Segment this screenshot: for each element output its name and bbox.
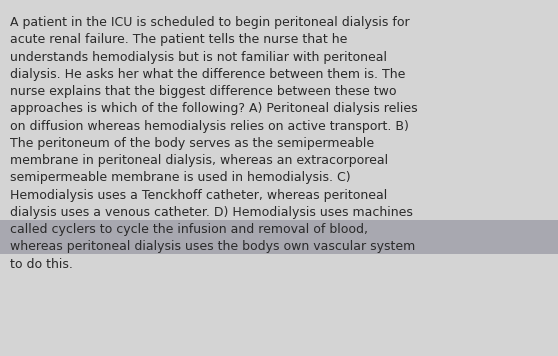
Text: nurse explains that the biggest difference between these two: nurse explains that the biggest differen…: [10, 85, 397, 98]
Text: dialysis uses a venous catheter. D) Hemodialysis uses machines: dialysis uses a venous catheter. D) Hemo…: [10, 206, 413, 219]
Text: to do this.: to do this.: [10, 257, 73, 271]
Text: understands hemodialysis but is not familiar with peritoneal: understands hemodialysis but is not fami…: [10, 51, 387, 63]
Bar: [0, 220, 558, 255]
Text: The peritoneum of the body serves as the semipermeable: The peritoneum of the body serves as the…: [10, 137, 374, 150]
Text: acute renal failure. The patient tells the nurse that he: acute renal failure. The patient tells t…: [10, 33, 348, 46]
Text: Hemodialysis uses a Tenckhoff catheter, whereas peritoneal: Hemodialysis uses a Tenckhoff catheter, …: [10, 189, 387, 201]
Text: dialysis. He asks her what the difference between them is. The: dialysis. He asks her what the differenc…: [10, 68, 406, 81]
Text: semipermeable membrane is used in hemodialysis. C): semipermeable membrane is used in hemodi…: [10, 171, 350, 184]
Text: whereas peritoneal dialysis uses the bodys own vascular system: whereas peritoneal dialysis uses the bod…: [10, 240, 415, 253]
Text: called cyclers to cycle the infusion and removal of blood,: called cyclers to cycle the infusion and…: [10, 223, 368, 236]
Text: on diffusion whereas hemodialysis relies on active transport. B): on diffusion whereas hemodialysis relies…: [10, 120, 409, 132]
Text: membrane in peritoneal dialysis, whereas an extracorporeal: membrane in peritoneal dialysis, whereas…: [10, 154, 388, 167]
Text: A patient in the ICU is scheduled to begin peritoneal dialysis for: A patient in the ICU is scheduled to beg…: [10, 16, 410, 29]
Text: approaches is which of the following? A) Peritoneal dialysis relies: approaches is which of the following? A)…: [10, 102, 418, 115]
